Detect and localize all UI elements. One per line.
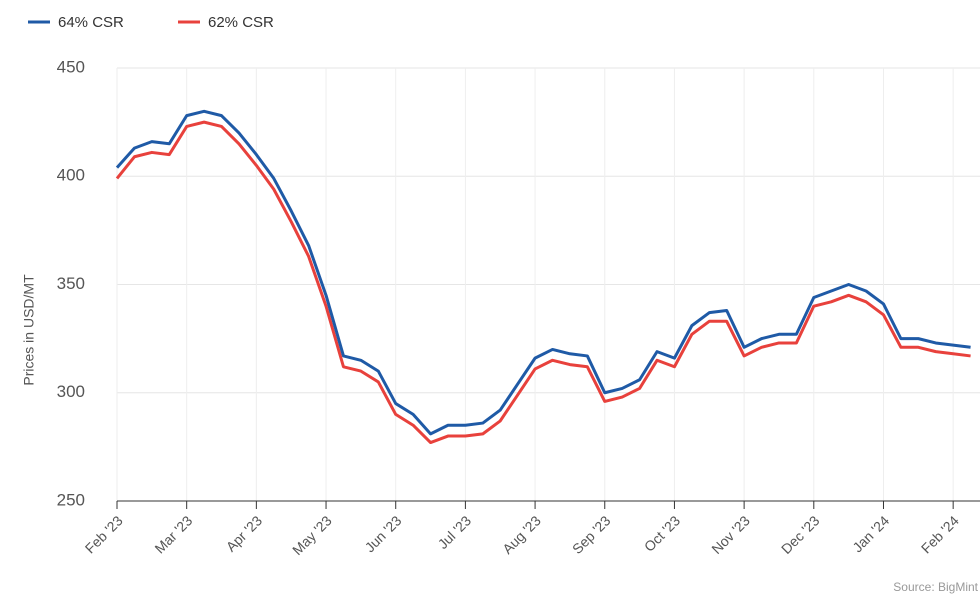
y-axis-label: Prices in USD/MT bbox=[21, 274, 37, 386]
x-tick-label: Dec '23 bbox=[778, 512, 823, 557]
x-tick-label: Oct '23 bbox=[641, 512, 684, 555]
y-tick-label: 350 bbox=[57, 274, 85, 293]
y-tick-label: 450 bbox=[57, 57, 85, 76]
legend-label: 64% CSR bbox=[58, 14, 124, 31]
x-tick-label: Jun '23 bbox=[362, 512, 405, 555]
y-tick-label: 250 bbox=[57, 490, 85, 509]
legend-label: 62% CSR bbox=[208, 14, 274, 31]
x-tick-label: Aug '23 bbox=[499, 512, 544, 557]
x-tick-label: Nov '23 bbox=[708, 512, 753, 557]
series-line bbox=[115, 109, 971, 436]
y-tick-label: 300 bbox=[57, 382, 85, 401]
source: Source: BigMint bbox=[893, 580, 978, 594]
x-tick-label: May '23 bbox=[289, 512, 335, 558]
x-tick-label: Feb '24 bbox=[918, 512, 962, 556]
series-line bbox=[115, 120, 971, 445]
y-tick-label: 400 bbox=[57, 166, 85, 185]
x-tick-label: Jul '23 bbox=[435, 512, 475, 552]
x-tick-label: Sep '23 bbox=[569, 512, 614, 557]
x-tick-label: Mar '23 bbox=[151, 512, 195, 556]
x-tick-label: Jan '24 bbox=[849, 512, 892, 555]
x-tick-label: Apr '23 bbox=[223, 512, 266, 555]
x-tick-label: Feb '23 bbox=[82, 512, 126, 556]
